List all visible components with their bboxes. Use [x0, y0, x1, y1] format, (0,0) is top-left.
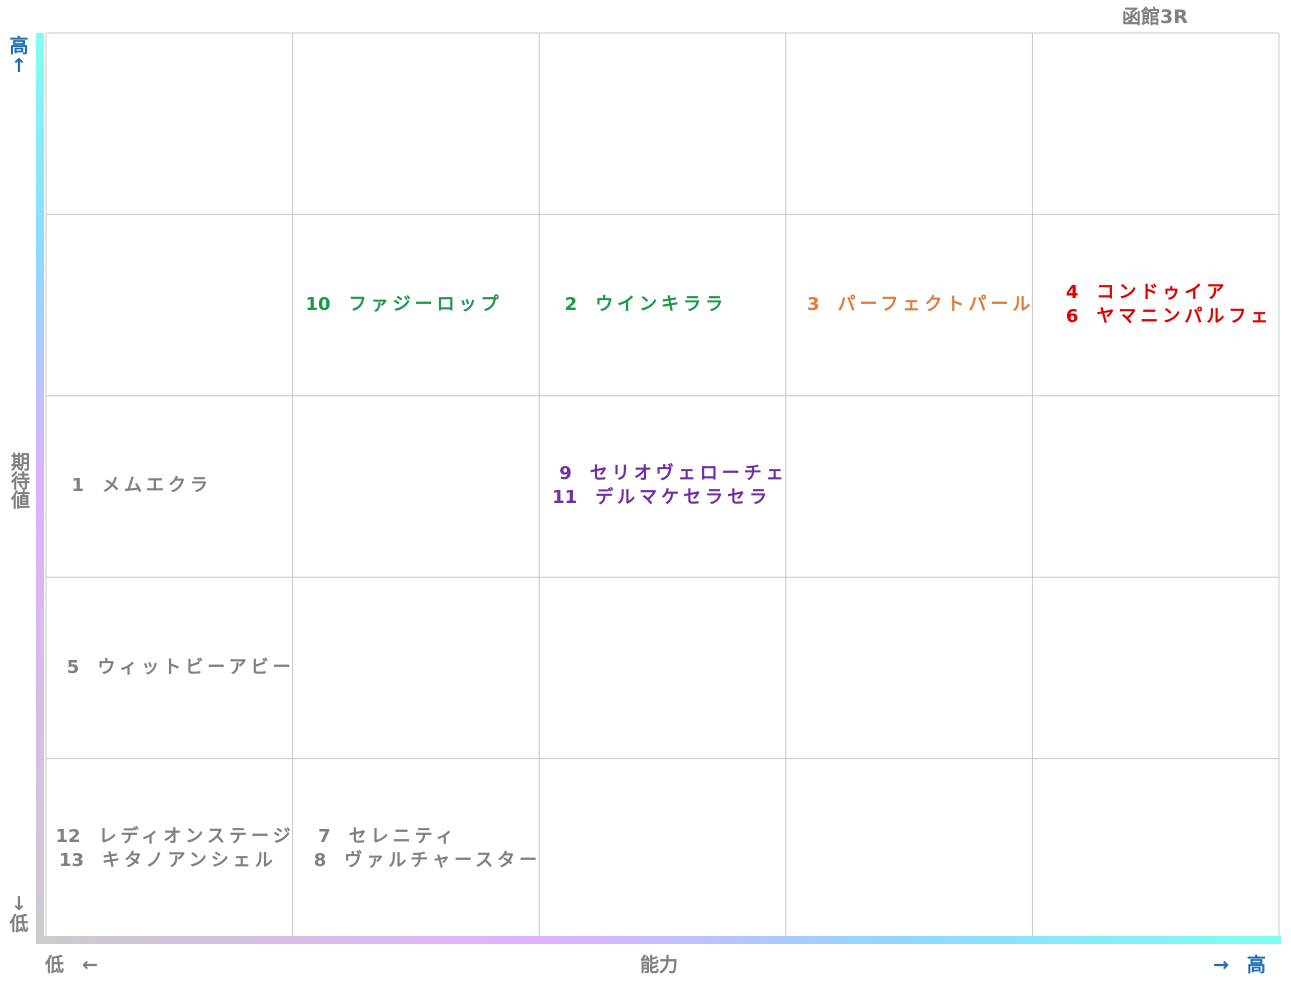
x-label: 能力	[640, 954, 679, 976]
entry-number: 12	[55, 826, 81, 848]
y-high: 高 ↑	[9, 36, 29, 76]
y-label: 期待値	[8, 452, 30, 509]
entry-number: 8	[313, 850, 327, 872]
y-low-label: 低	[9, 913, 29, 935]
entry: 12 レディオンステージ	[48, 825, 295, 849]
entry: 3 パーフェクトパール	[788, 293, 1035, 317]
entry-number: 7	[318, 826, 331, 848]
entry: 9 セリオヴェローチェ	[541, 462, 788, 486]
entry: 8 ヴァルチャースター	[295, 849, 542, 873]
entry-number: 2	[564, 294, 578, 316]
entry: 10 ファジーロップ	[295, 293, 542, 317]
entry: 1 メムエクラ	[48, 474, 295, 498]
entry: 2 ウインキララ	[541, 293, 788, 317]
entry-number: 10	[305, 294, 331, 316]
y-high-label: 高	[9, 35, 29, 57]
cell: 5 ウィットビーアビー	[48, 577, 295, 758]
entry-name: パーフェクトパール	[837, 294, 1035, 316]
entry: 6 ヤマニンパルフェ	[1042, 305, 1289, 329]
entry-name: ウインキララ	[595, 294, 728, 316]
entry-number: 1	[71, 475, 84, 497]
entry-number: 9	[559, 463, 572, 485]
entry-name: ヤマニンパルフェ	[1096, 306, 1273, 328]
cell: 2 ウインキララ	[541, 214, 788, 395]
entry-name: セリオヴェローチェ	[589, 463, 788, 485]
x-low: 低 ←	[45, 950, 98, 977]
entry-name: コンドゥイア	[1096, 282, 1229, 304]
entry-number: 3	[806, 294, 820, 316]
entry: 5 ウィットビーアビー	[48, 656, 295, 680]
x-axis-bar	[36, 936, 1281, 944]
entry: 13 キタノアンシェル	[48, 849, 295, 873]
x-low-label: 低	[45, 954, 65, 976]
x-high: → 高	[1213, 950, 1266, 977]
cell: 3 パーフェクトパール	[788, 214, 1035, 395]
entry-name: ファジーロップ	[348, 294, 503, 316]
cell: 12 レディオンステージ 13 キタノアンシェル	[48, 759, 295, 940]
cell: 7 セレニティ 8 ヴァルチャースター	[295, 759, 542, 940]
title: 函館3R	[1122, 6, 1188, 28]
entry-name: キタノアンシェル	[102, 850, 277, 872]
cell: 4 コンドゥイア 6 ヤマニンパルフェ	[1042, 214, 1289, 395]
entry: 4 コンドゥイア	[1042, 281, 1289, 305]
entry: 11 デルマケセラセラ	[541, 486, 788, 510]
cell: 9 セリオヴェローチェ 11 デルマケセラセラ	[541, 396, 788, 577]
entry-name: セレニティ	[348, 826, 458, 848]
entry-number: 13	[58, 850, 84, 872]
y-low: ↓ 低	[9, 894, 29, 934]
entry-name: ウィットビーアビー	[97, 656, 295, 678]
cell: 10 ファジーロップ	[295, 214, 542, 395]
y-low-arrow: ↓	[11, 893, 27, 915]
entry-number: 6	[1065, 306, 1079, 328]
entry-name: ヴァルチャースター	[344, 850, 542, 872]
entry-name: メムエクラ	[102, 475, 212, 497]
y-high-arrow: ↑	[11, 55, 27, 77]
entry-number: 5	[66, 656, 80, 678]
entry-name: レディオンステージ	[98, 826, 295, 848]
entry-name: デルマケセラセラ	[595, 487, 772, 509]
x-high-arrow: →	[1213, 954, 1229, 976]
entry-number: 11	[552, 487, 578, 509]
x-low-arrow: ←	[82, 954, 98, 976]
x-high-label: 高	[1246, 954, 1266, 976]
entry: 7 セレニティ	[295, 825, 542, 849]
cell: 1 メムエクラ	[48, 396, 295, 577]
entry-number: 4	[1065, 282, 1079, 304]
y-axis-bar	[36, 33, 44, 944]
